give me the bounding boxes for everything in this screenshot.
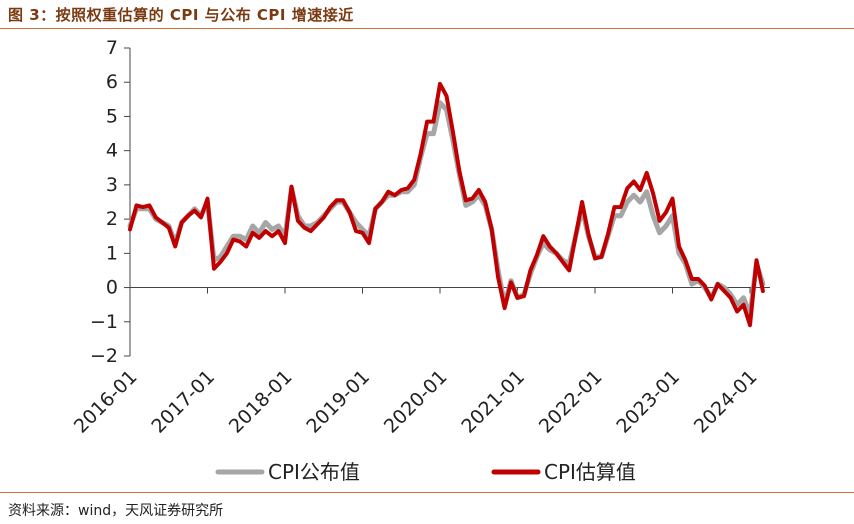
x-tick-label: 2021-01	[457, 366, 529, 438]
y-tick-label: 1	[106, 242, 118, 264]
x-tick-label: 2019-01	[302, 366, 374, 438]
chart-title: 图 3：按照权重估算的 CPI 与公布 CPI 增速接近	[8, 6, 354, 24]
x-tick-label: 2022-01	[535, 366, 607, 438]
x-tick-label: 2018-01	[225, 366, 297, 438]
x-tick-label: 2023-01	[612, 366, 684, 438]
title-rule	[0, 28, 854, 29]
y-tick-label: 3	[106, 174, 118, 196]
x-tick-label: 2016-01	[70, 366, 142, 438]
x-tick-label: 2020-01	[380, 366, 452, 438]
series-layer	[127, 81, 766, 328]
y-tick-label: −2	[90, 345, 118, 367]
y-tick-label: 4	[106, 140, 118, 162]
y-tick-label: 0	[106, 277, 118, 299]
y-tick-label: −1	[90, 311, 118, 333]
y-tick-label: 6	[106, 71, 118, 93]
x-tick-label: 2024-01	[690, 366, 762, 438]
series-line-0	[127, 100, 766, 318]
y-tick-label: 5	[106, 105, 118, 127]
legend-label-1: CPI估算值	[544, 460, 636, 484]
y-axis: 7 6 5 4 3 2 1 0 −1 −2	[90, 37, 131, 367]
source-note: 资料来源：wind，天风证券研究所	[8, 503, 224, 519]
y-tick-label: 2	[106, 208, 118, 230]
cpi-line-chart: 7 6 5 4 3 2 1 0 −1 −2 2016-01 2017-01 2018-01 2019-0…	[70, 37, 770, 484]
x-axis: 2016-01 2017-01 2018-01 2019-01 2020-01 2021-…	[70, 287, 770, 438]
legend: CPI公布值 CPI估算值	[215, 460, 636, 484]
x-tick-label: 2017-01	[147, 366, 219, 438]
footer-rule	[0, 492, 854, 493]
legend-label-0: CPI公布值	[268, 460, 360, 484]
y-tick-label: 7	[106, 37, 118, 59]
series-line-1	[128, 81, 765, 328]
